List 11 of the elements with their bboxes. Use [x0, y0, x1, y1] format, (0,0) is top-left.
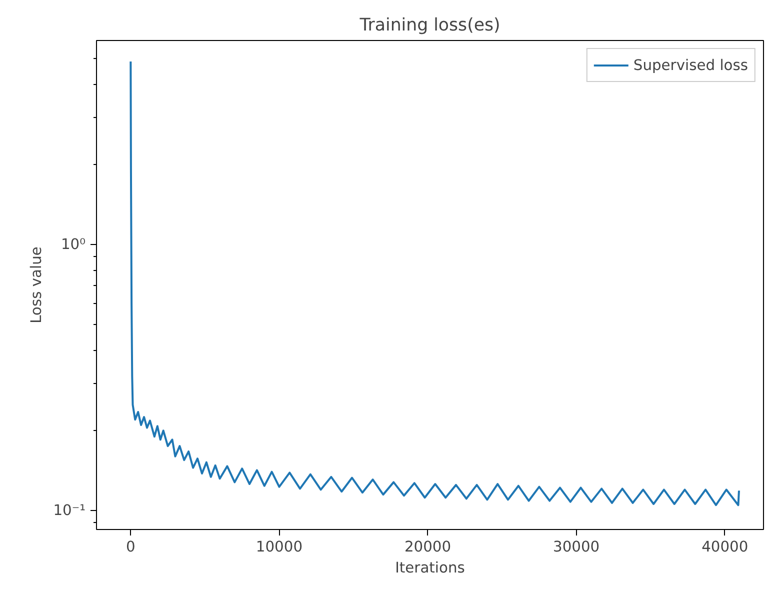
x-tick-label: 20000 [404, 538, 452, 556]
x-tick-label: 0 [126, 538, 136, 556]
y-tick-label: 10⁰ [60, 236, 86, 254]
x-tick-label: 30000 [553, 538, 600, 556]
x-tick-label: 10000 [256, 538, 303, 556]
x-axis-title: Iterations [395, 560, 465, 576]
x-tick-label: 40000 [702, 538, 748, 556]
y-axis-title: Loss value [28, 246, 46, 324]
y-tick-label: 10⁻¹ [53, 502, 86, 520]
chart-title: Training loss(es) [358, 16, 500, 36]
legend-label: Supervised loss [633, 56, 748, 74]
